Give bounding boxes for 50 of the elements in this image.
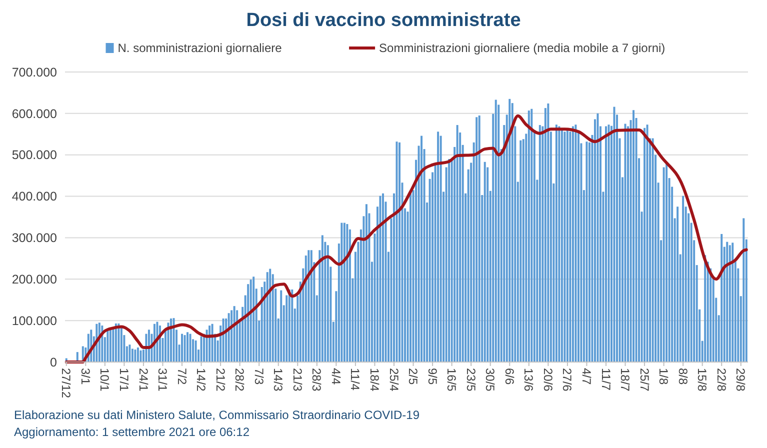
x-tick-label: 14/3 xyxy=(271,368,286,392)
line-series xyxy=(64,114,748,364)
x-tick-label: 11/4 xyxy=(348,368,362,391)
x-tick-label: 21/2 xyxy=(213,368,228,392)
x-tick-label: 18/4 xyxy=(368,368,382,392)
x-tick-label: 3/1 xyxy=(78,368,92,386)
x-tick-label: 23/5 xyxy=(464,368,478,392)
x-tick-label: 28/2 xyxy=(232,368,247,392)
x-tick-label: 17/1 xyxy=(116,368,131,392)
y-tick-label: 300.000 xyxy=(12,231,58,246)
x-tick-label: 22/8 xyxy=(714,368,728,392)
legend-label: Somministrazioni giornaliere (media mobile a 7 giorni) xyxy=(379,41,666,56)
y-tick-label: 600.000 xyxy=(12,106,58,121)
x-tick-label: 7/2 xyxy=(174,368,189,386)
y-tick-label: 400.000 xyxy=(12,190,58,204)
legend-label: N. somministrazioni giornaliere xyxy=(118,41,282,56)
x-tick-label: 7/3 xyxy=(252,368,266,386)
x-tick-label: 31/1 xyxy=(156,368,170,392)
x-tick-label: 27/6 xyxy=(560,368,574,392)
y-tick-label: 500.000 xyxy=(12,148,58,162)
x-tick-label: 14/2 xyxy=(194,368,208,392)
x-tick-label: 24/1 xyxy=(136,368,150,392)
x-tick-label: 27/12 xyxy=(59,368,74,398)
x-tick-label: 28/3 xyxy=(310,368,324,392)
x-tick-label: 1/8 xyxy=(656,368,671,386)
x-tick-label: 13/6 xyxy=(522,368,536,392)
x-tick-label: 11/7 xyxy=(598,368,613,391)
x-tick-label: 6/6 xyxy=(502,368,516,386)
x-tick-label: 16/5 xyxy=(444,368,459,392)
x-tick-label: 4/7 xyxy=(580,368,594,386)
x-tick-label: 4/4 xyxy=(328,368,343,386)
x-tick-label: 8/8 xyxy=(676,368,690,386)
x-tick-label: 29/8 xyxy=(734,368,748,392)
y-tick-label: 100.000 xyxy=(12,314,58,328)
x-tick-label: 30/5 xyxy=(483,368,498,392)
text: Elaborazione su dati Ministero Salute, Commissario Straordinario COVID-19 xyxy=(14,408,420,422)
chart-title: Dosi di vaccino somministrate xyxy=(246,10,521,31)
x-tick-label: 20/6 xyxy=(540,368,555,392)
y-tick-label: 0 xyxy=(50,355,58,370)
x-tick-label: 25/4 xyxy=(386,368,401,392)
x-tick-label: 10/1 xyxy=(98,368,112,392)
text: Aggiornamento: 1 settembre 2021 ore 06:12 xyxy=(14,425,250,439)
x-tick-label: 15/8 xyxy=(695,368,710,392)
y-tick-label: 200.000 xyxy=(12,272,58,287)
x-tick-label: 9/5 xyxy=(425,368,440,386)
x-tick-label: 21/3 xyxy=(290,368,304,392)
x-tick-label: 2/5 xyxy=(406,368,420,386)
x-tick-label: 18/7 xyxy=(618,368,632,392)
x-tick-label: 25/7 xyxy=(637,368,652,392)
y-tick-label: 700.000 xyxy=(12,65,58,80)
